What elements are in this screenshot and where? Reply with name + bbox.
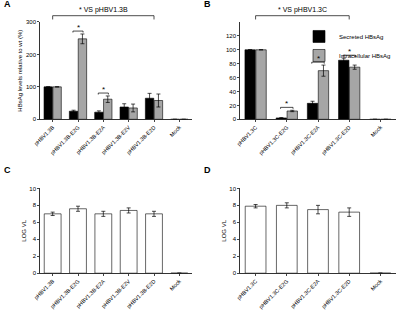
svg-text:LOG VL: LOG VL: [21, 219, 27, 241]
svg-text:HBsAg levels relative to wt (%: HBsAg levels relative to wt (%): [17, 30, 23, 112]
svg-text:0: 0: [233, 270, 237, 276]
svg-text:8: 8: [233, 202, 237, 208]
svg-text:*: *: [317, 54, 320, 63]
svg-text:pHBV1.3B-E2D: pHBV1.3B-E2D: [125, 124, 156, 155]
svg-text:pHBV1.3B-E2G: pHBV1.3B-E2G: [49, 124, 80, 155]
svg-text:6: 6: [233, 219, 237, 225]
svg-text:pHBV1.3C-E2D: pHBV1.3C-E2D: [320, 124, 351, 155]
svg-text:20: 20: [229, 103, 236, 109]
svg-text:10: 10: [29, 186, 36, 192]
svg-text:pHBV1.3C-E2A: pHBV1.3C-E2A: [289, 278, 320, 309]
svg-text:*: *: [285, 99, 288, 108]
svg-text:B: B: [204, 0, 211, 9]
svg-text:100: 100: [226, 47, 237, 53]
svg-text:* VS pHBV1.3C: * VS pHBV1.3C: [278, 6, 327, 14]
svg-text:pHBV1.3B: pHBV1.3B: [33, 124, 56, 147]
svg-text:2: 2: [233, 253, 237, 259]
svg-text:pHBV1.3C-E2A: pHBV1.3C-E2A: [289, 124, 320, 155]
svg-text:Intracellular HBsAg: Intracellular HBsAg: [339, 53, 390, 59]
svg-text:pHBV1.3B-E2A: pHBV1.3B-E2A: [75, 124, 106, 155]
svg-text:Mock: Mock: [168, 124, 182, 138]
svg-text:6: 6: [33, 219, 37, 225]
svg-text:A: A: [4, 0, 11, 9]
svg-text:C: C: [4, 165, 11, 175]
svg-text:pHBV1.3B-E2A: pHBV1.3B-E2A: [75, 278, 106, 309]
svg-text:Secreted HBsAg: Secreted HBsAg: [339, 34, 383, 40]
svg-text:LOG VL: LOG VL: [221, 219, 227, 241]
svg-text:pHBV1.3B-E2V: pHBV1.3B-E2V: [100, 124, 131, 155]
svg-text:pHBV1.3C-E2G: pHBV1.3C-E2G: [258, 124, 290, 156]
svg-text:pHBV1.3B: pHBV1.3B: [33, 278, 56, 301]
svg-text:0: 0: [33, 116, 37, 122]
svg-text:*: *: [102, 85, 105, 94]
svg-text:Mock: Mock: [370, 124, 384, 138]
svg-text:pHBV1.3B-E2V: pHBV1.3B-E2V: [100, 278, 131, 309]
svg-text:pHBV1.3C-E2G: pHBV1.3C-E2G: [258, 278, 290, 310]
svg-text:pHBV1.3B-E2D: pHBV1.3B-E2D: [125, 278, 156, 309]
svg-text:0: 0: [33, 270, 37, 276]
svg-text:60: 60: [229, 75, 236, 81]
svg-text:4: 4: [33, 236, 37, 242]
svg-text:D: D: [204, 165, 211, 175]
svg-text:0: 0: [233, 116, 237, 122]
svg-text:300: 300: [26, 19, 37, 25]
svg-text:4: 4: [233, 236, 237, 242]
svg-text:8: 8: [33, 202, 37, 208]
svg-text:2: 2: [33, 253, 37, 259]
svg-text:80: 80: [229, 61, 236, 67]
svg-text:pHBV1.3C: pHBV1.3C: [236, 124, 259, 147]
svg-text:100: 100: [26, 84, 37, 90]
svg-text:40: 40: [229, 89, 236, 95]
svg-text:120: 120: [226, 33, 237, 39]
svg-text:* VS pHBV1.3B: * VS pHBV1.3B: [79, 6, 128, 14]
svg-text:pHBV1.3C-E2D: pHBV1.3C-E2D: [320, 278, 351, 309]
svg-text:10: 10: [229, 186, 236, 192]
svg-text:200: 200: [26, 52, 37, 58]
svg-text:Mock: Mock: [168, 278, 182, 292]
svg-text:Mock: Mock: [370, 278, 384, 292]
svg-text:pHBV1.3B-E2G: pHBV1.3B-E2G: [49, 278, 80, 309]
svg-text:pHBV1.3C: pHBV1.3C: [236, 278, 259, 301]
svg-text:*: *: [348, 47, 351, 56]
svg-text:*: *: [77, 23, 80, 32]
